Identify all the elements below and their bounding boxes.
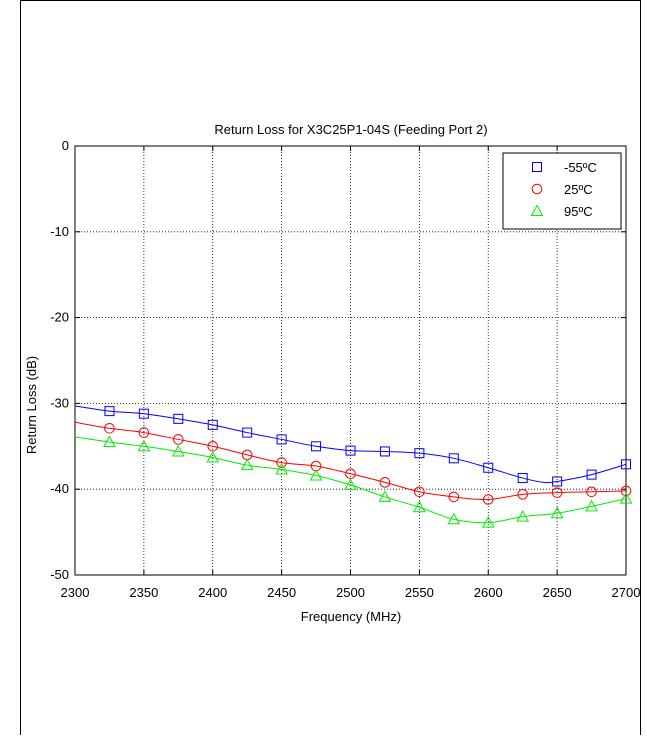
series-marker-2 xyxy=(206,450,220,463)
x-tick-label: 2350 xyxy=(129,585,158,600)
series-marker-1 xyxy=(482,494,494,505)
series-marker-1 xyxy=(104,422,115,434)
y-tick-label: -50 xyxy=(50,567,69,582)
series-marker-2 xyxy=(103,435,116,448)
series-line-2 xyxy=(74,436,627,524)
x-tick-label: 2650 xyxy=(543,585,572,600)
y-tick-label: -10 xyxy=(50,224,69,239)
series-marker-2 xyxy=(240,458,254,471)
series-marker-2 xyxy=(447,512,461,525)
x-tick-label: 2600 xyxy=(474,585,503,600)
x-tick-label: 2400 xyxy=(198,585,227,600)
series-marker-1 xyxy=(620,485,632,497)
x-tick-label: 2700 xyxy=(612,585,641,600)
x-axis-label: Frequency (MHz) xyxy=(301,609,401,624)
x-tick-label: 2550 xyxy=(405,585,434,600)
series-marker-2 xyxy=(344,478,357,490)
series-marker-1 xyxy=(517,489,528,500)
series-marker-1 xyxy=(138,427,150,438)
series-line-1 xyxy=(74,421,627,501)
y-tick-label: 0 xyxy=(62,138,69,153)
series-marker-0 xyxy=(173,413,184,424)
series-marker-0 xyxy=(552,476,563,487)
y-tick-label: -40 xyxy=(50,481,69,496)
series-marker-2 xyxy=(171,444,185,457)
legend-marker-1 xyxy=(531,183,543,195)
series-marker-1 xyxy=(586,486,597,498)
series-marker-0 xyxy=(483,462,494,473)
x-tick-label: 2300 xyxy=(61,585,90,600)
series-marker-0 xyxy=(311,441,322,452)
series-marker-1 xyxy=(379,477,391,488)
series-marker-2 xyxy=(619,492,633,504)
series-marker-0 xyxy=(586,469,597,480)
figure-frame xyxy=(20,0,641,735)
y-axis-label: Return Loss (dB) xyxy=(24,356,39,454)
series-line-0 xyxy=(74,405,627,484)
series-marker-0 xyxy=(517,473,528,484)
legend-marker-0 xyxy=(532,162,542,172)
series-marker-0 xyxy=(414,448,425,459)
series-marker-2 xyxy=(309,468,323,481)
chart-title: Return Loss for X3C25P1-04S (Feeding Por… xyxy=(214,122,487,137)
series-marker-0 xyxy=(104,406,115,417)
series-marker-0 xyxy=(242,427,253,438)
series-marker-2 xyxy=(378,490,392,502)
series-marker-0 xyxy=(379,446,390,457)
series-marker-1 xyxy=(276,457,287,468)
y-tick-label: -20 xyxy=(50,310,69,325)
x-tick-label: 2500 xyxy=(336,585,365,600)
y-tick-label: -30 xyxy=(50,395,69,410)
series-marker-2 xyxy=(550,506,564,519)
series-marker-0 xyxy=(448,453,459,464)
series-marker-2 xyxy=(585,499,598,512)
legend-label-0: -55ºC xyxy=(564,160,597,175)
series-marker-1 xyxy=(414,486,425,498)
series-marker-0 xyxy=(276,434,287,445)
series-marker-2 xyxy=(413,500,426,513)
series-marker-0 xyxy=(621,459,631,470)
series-marker-1 xyxy=(173,434,184,445)
series-marker-1 xyxy=(448,491,460,503)
legend-box xyxy=(502,152,622,230)
series-marker-0 xyxy=(207,419,218,430)
series-marker-0 xyxy=(345,445,356,456)
series-marker-2 xyxy=(137,439,151,452)
series-marker-0 xyxy=(138,408,149,419)
series-marker-2 xyxy=(275,462,288,475)
legend-label-2: 95ºC xyxy=(564,204,593,219)
legend-label-1: 25ºC xyxy=(564,182,593,197)
legend-marker-2 xyxy=(530,204,544,216)
plot-border xyxy=(74,145,627,576)
series-marker-2 xyxy=(516,510,530,522)
series-marker-2 xyxy=(481,516,495,528)
x-tick-label: 2450 xyxy=(267,585,296,600)
series-marker-1 xyxy=(551,487,563,498)
